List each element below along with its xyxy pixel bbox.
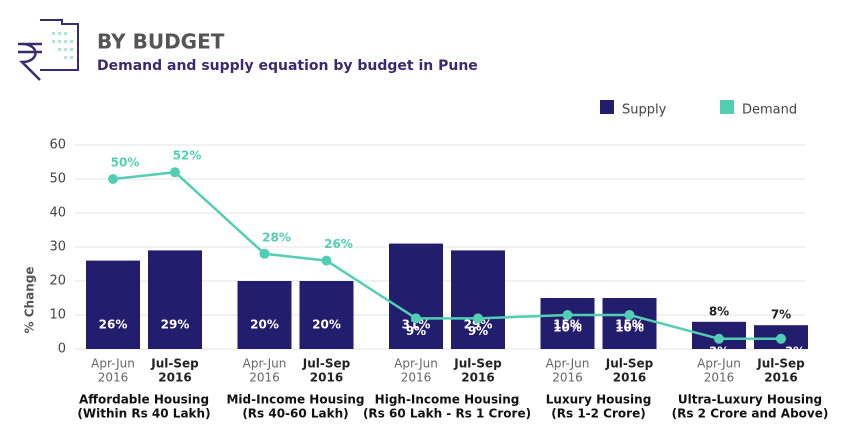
demand-point bbox=[321, 255, 332, 266]
x-tick-label: Apr-Jun bbox=[91, 357, 135, 371]
bar-value-label: 7% bbox=[771, 308, 791, 322]
group-label: Luxury Housing bbox=[546, 393, 652, 407]
demand-point bbox=[562, 310, 573, 320]
x-tick-label: Jul-Sep bbox=[756, 357, 805, 371]
legend-label: Demand bbox=[742, 103, 797, 118]
bar-value-label: 29% bbox=[161, 318, 190, 332]
group-label: Ultra-Luxury Housing bbox=[678, 393, 822, 407]
bar bbox=[389, 243, 443, 349]
y-tick-label: 20 bbox=[49, 274, 66, 289]
x-tick-label: Jul-Sep bbox=[302, 357, 351, 371]
line-value-label: 10% bbox=[615, 321, 644, 335]
legend-swatch bbox=[720, 100, 734, 114]
x-tick-label: 2016 bbox=[613, 371, 646, 385]
x-tick-label: 2016 bbox=[158, 371, 191, 385]
line-value-label: 52% bbox=[173, 149, 202, 163]
x-tick-label: Apr-Jun bbox=[243, 357, 287, 371]
demand-point bbox=[776, 333, 786, 344]
bar-value-label: 20% bbox=[312, 318, 341, 332]
line-value-label: 26% bbox=[324, 237, 353, 251]
line-value-label: 3% bbox=[709, 344, 729, 358]
legend-label: Supply bbox=[622, 103, 667, 118]
demand-point bbox=[259, 248, 270, 259]
y-tick-label: 60 bbox=[49, 138, 66, 153]
bar bbox=[299, 281, 354, 349]
bar bbox=[602, 298, 657, 349]
x-tick-label: 2016 bbox=[401, 371, 432, 385]
x-tick-label: 2016 bbox=[461, 371, 494, 385]
demand-point bbox=[473, 313, 483, 324]
y-tick-label: 50 bbox=[49, 172, 66, 187]
bar-value-label: 26% bbox=[99, 318, 128, 332]
y-axis-label: % Change bbox=[23, 267, 37, 334]
bar-value-label: 20% bbox=[250, 318, 279, 332]
chart-title: BY BUDGET bbox=[97, 30, 225, 54]
x-tick-label: Jul-Sep bbox=[150, 357, 199, 371]
bar-value-label: 29% bbox=[464, 318, 493, 332]
bar bbox=[451, 250, 505, 349]
bar bbox=[148, 250, 202, 349]
x-tick-label: 2016 bbox=[249, 371, 280, 385]
line-value-label: 28% bbox=[262, 230, 291, 244]
group-label: (Rs 60 Lakh - Rs 1 Crore) bbox=[363, 407, 531, 421]
group-label: (Rs 2 Crore and Above) bbox=[672, 407, 829, 421]
y-tick-label: 30 bbox=[49, 240, 66, 255]
x-tick-label: Apr-Jun bbox=[697, 357, 741, 371]
group-label: Mid-Income Housing bbox=[226, 393, 364, 407]
demand-line bbox=[112, 170, 781, 341]
group-label: High-Income Housing bbox=[375, 393, 520, 407]
demand-point bbox=[170, 167, 180, 178]
demand-point bbox=[411, 313, 421, 324]
x-tick-label: 2016 bbox=[704, 371, 735, 385]
bar bbox=[540, 298, 595, 349]
demand-point bbox=[714, 333, 724, 344]
demand-point bbox=[108, 174, 118, 184]
y-tick-label: 40 bbox=[49, 206, 66, 221]
group-label: (Within Rs 40 Lakh) bbox=[77, 407, 210, 421]
bar bbox=[237, 281, 292, 349]
group-label: (Rs 1-2 Crore) bbox=[551, 407, 645, 421]
logo-icon bbox=[18, 19, 79, 81]
bar-value-label: 15% bbox=[615, 318, 644, 332]
line-value-label: 3% bbox=[785, 344, 805, 358]
group-label: (Rs 40-60 Lakh) bbox=[242, 407, 348, 421]
x-tick-label: Jul-Sep bbox=[453, 357, 502, 371]
bar-value-label: 15% bbox=[553, 318, 582, 332]
chart-subtitle: Demand and supply equation by budget in … bbox=[97, 58, 478, 74]
x-tick-label: 2016 bbox=[764, 371, 797, 385]
legend-swatch bbox=[600, 100, 614, 114]
line-value-label: 50% bbox=[111, 156, 140, 170]
x-tick-label: 2016 bbox=[552, 371, 583, 385]
x-tick-label: Apr-Jun bbox=[546, 357, 590, 371]
y-tick-label: 0 bbox=[58, 342, 66, 357]
line-value-label: 9% bbox=[406, 324, 426, 338]
x-tick-label: Jul-Sep bbox=[605, 357, 654, 371]
x-tick-label: 2016 bbox=[310, 371, 343, 385]
line-value-label: 9% bbox=[468, 324, 488, 338]
demand-point bbox=[624, 310, 635, 320]
x-tick-label: Apr-Jun bbox=[394, 357, 438, 371]
bar bbox=[86, 260, 140, 349]
group-label: Affordable Housing bbox=[79, 393, 209, 407]
y-tick-label: 10 bbox=[49, 308, 66, 323]
bar-value-label: 31% bbox=[402, 318, 431, 332]
bar-value-label: 8% bbox=[709, 304, 729, 318]
line-value-label: 10% bbox=[553, 321, 582, 335]
x-tick-label: 2016 bbox=[98, 371, 129, 385]
